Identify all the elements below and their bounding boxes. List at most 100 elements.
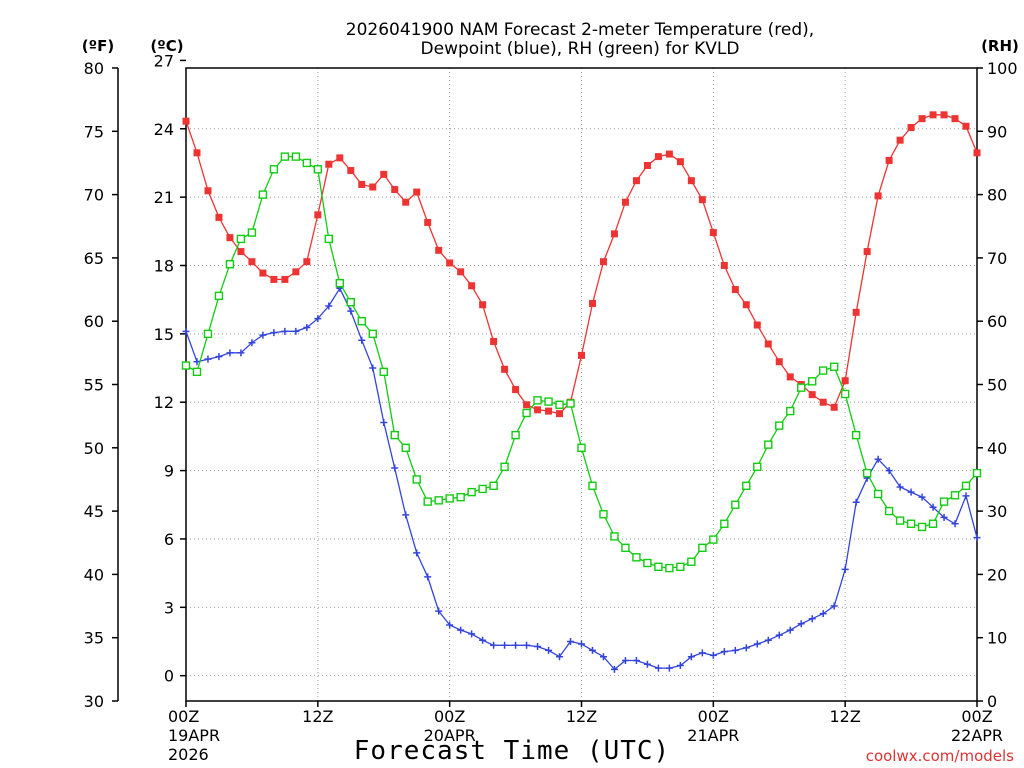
rh-point xyxy=(764,440,773,449)
rh-tick-label: 80 xyxy=(987,186,1007,205)
rh-point xyxy=(280,152,290,161)
temperature-point xyxy=(599,258,607,266)
dewpoint-point xyxy=(413,549,421,557)
watermark: coolwx.com/models xyxy=(866,747,1014,765)
dewpoint-point xyxy=(698,649,706,657)
temperature-point xyxy=(940,111,948,119)
rh-point xyxy=(225,260,235,269)
temperature-point xyxy=(808,391,816,399)
rh-point xyxy=(621,543,630,553)
rh-point xyxy=(665,563,674,573)
dewpoint-point xyxy=(556,653,564,661)
rh-point xyxy=(895,516,905,525)
dewpoint-point xyxy=(610,665,618,673)
rh-point xyxy=(357,317,366,326)
dewpoint-point xyxy=(369,364,377,372)
x-tick-label: 12Z xyxy=(566,707,597,726)
x-tick-label: 00Z xyxy=(434,707,465,726)
temperature-point xyxy=(786,373,794,381)
temperature-point xyxy=(424,218,432,226)
temperature-point xyxy=(896,136,904,144)
temperature-point xyxy=(676,158,684,166)
temperature-point xyxy=(687,177,695,185)
dewpoint-point xyxy=(259,331,267,339)
dewpoint-point xyxy=(654,664,662,672)
temperature-point xyxy=(248,258,256,266)
temperature-point xyxy=(632,177,640,185)
dewpoint-point xyxy=(545,646,553,654)
temperature-point xyxy=(369,183,377,191)
temperature-point xyxy=(731,286,739,294)
chart-title-line2: Dewpoint (blue), RH (green) for KVLD xyxy=(421,39,740,59)
rh-point xyxy=(379,367,388,377)
rh-point xyxy=(522,408,531,418)
dewpoint-point xyxy=(962,492,970,500)
temperature-point xyxy=(709,229,717,237)
temperature-point xyxy=(588,299,596,307)
temperature-point xyxy=(281,275,289,283)
dewpoint-point xyxy=(896,483,904,491)
c-tick-label: 18 xyxy=(154,256,174,275)
dewpoint-point xyxy=(303,324,311,332)
x-axis-label: Forecast Time (UTC) xyxy=(354,736,670,766)
series-layer xyxy=(181,111,982,673)
rh-point xyxy=(873,489,883,499)
c-tick-label: 15 xyxy=(154,325,174,344)
dewpoint-point xyxy=(314,315,322,323)
rh-point xyxy=(643,558,652,568)
c-tick-label: 21 xyxy=(154,188,174,207)
dewpoint-point xyxy=(468,630,476,638)
rh-point xyxy=(346,298,355,307)
rh-point xyxy=(698,543,707,553)
dewpoint-point xyxy=(951,520,959,528)
f-tick-label: 35 xyxy=(84,629,104,648)
temperature-point xyxy=(336,154,344,162)
dewpoint-point xyxy=(512,641,520,649)
rh-point xyxy=(489,481,498,490)
temperature-point xyxy=(907,124,915,132)
rh-point xyxy=(577,443,586,452)
rh-point xyxy=(434,496,443,505)
rh-point xyxy=(247,228,257,237)
temperature-point xyxy=(874,192,882,200)
dewpoint-point xyxy=(819,610,827,618)
rh-point xyxy=(291,152,301,161)
dewpoint-point xyxy=(676,662,684,670)
rh-point xyxy=(588,481,597,490)
dewpoint-point xyxy=(918,493,926,501)
rh-tick-label: 40 xyxy=(987,439,1007,458)
dewpoint-point xyxy=(775,631,783,639)
temperature-point xyxy=(292,268,300,276)
dewpoint-point xyxy=(940,513,948,521)
f-tick-label: 70 xyxy=(84,186,104,205)
rh-point xyxy=(709,535,718,544)
rh-point xyxy=(928,519,938,528)
rh-point xyxy=(555,400,564,409)
rh-point xyxy=(412,475,421,484)
x-tick-year-label: 2026 xyxy=(168,745,209,764)
temperature-point xyxy=(545,407,553,415)
rh-point xyxy=(269,165,279,174)
rh-point xyxy=(840,389,850,399)
rh-tick-label: 60 xyxy=(987,312,1007,331)
rh-point xyxy=(313,165,323,174)
rh-point xyxy=(808,377,817,386)
rh-point xyxy=(676,562,685,572)
left-axis-c-label: (ºC) xyxy=(150,37,183,55)
temperature-point xyxy=(534,406,542,414)
dewpoint-point xyxy=(885,467,893,475)
dewpoint-point xyxy=(687,653,695,661)
temperature-point xyxy=(347,167,355,175)
rh-point xyxy=(423,497,432,506)
f-tick-label: 45 xyxy=(84,502,104,521)
rh-point xyxy=(214,291,224,301)
rh-point xyxy=(467,487,476,497)
dewpoint-point xyxy=(709,651,717,659)
temperature-point xyxy=(358,180,366,188)
temperature-point xyxy=(918,115,926,123)
c-tick-label: 27 xyxy=(154,51,174,70)
dewpoint-point xyxy=(182,327,190,335)
x-tick-date-label: 22APR xyxy=(951,726,1003,745)
rh-point xyxy=(786,406,795,416)
